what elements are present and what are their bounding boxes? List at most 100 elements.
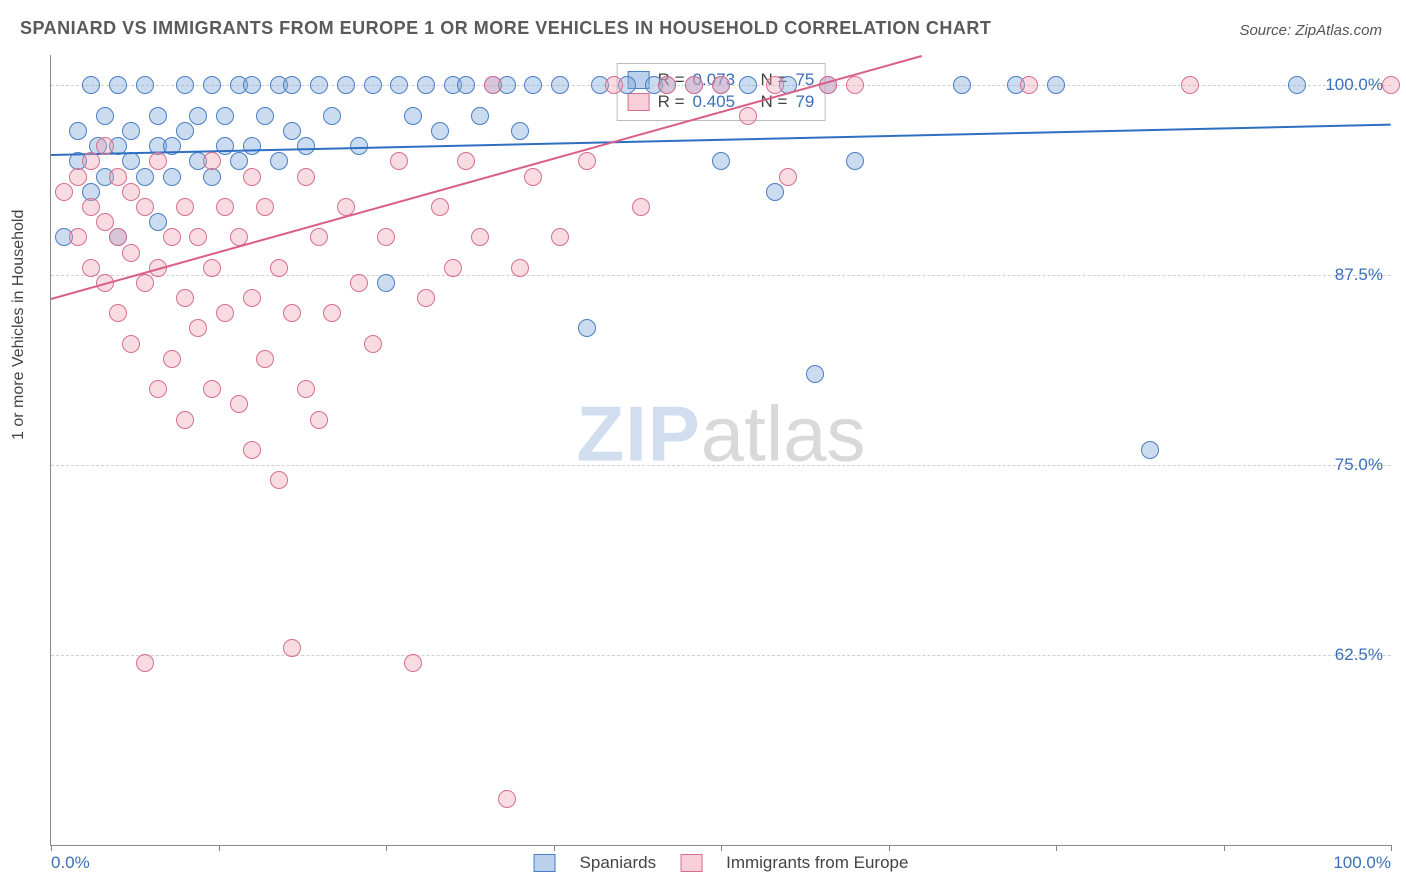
- data-point-immigrants_europe: [216, 304, 234, 322]
- data-point-immigrants_europe: [69, 168, 87, 186]
- data-point-spaniards: [82, 76, 100, 94]
- data-point-immigrants_europe: [122, 183, 140, 201]
- data-point-spaniards: [431, 122, 449, 140]
- data-point-immigrants_europe: [404, 654, 422, 672]
- data-point-immigrants_europe: [350, 274, 368, 292]
- data-point-immigrants_europe: [712, 76, 730, 94]
- legend-label-immigrants: Immigrants from Europe: [726, 853, 908, 873]
- data-point-spaniards: [136, 76, 154, 94]
- data-point-immigrants_europe: [632, 198, 650, 216]
- data-point-spaniards: [323, 107, 341, 125]
- data-point-spaniards: [953, 76, 971, 94]
- source-label: Source: ZipAtlas.com: [1239, 22, 1382, 39]
- x-tick: [1391, 845, 1392, 851]
- data-point-immigrants_europe: [136, 198, 154, 216]
- y-tick-label: 87.5%: [1335, 265, 1383, 285]
- data-point-immigrants_europe: [203, 152, 221, 170]
- data-point-immigrants_europe: [578, 152, 596, 170]
- data-point-spaniards: [109, 76, 127, 94]
- data-point-spaniards: [216, 137, 234, 155]
- data-point-immigrants_europe: [163, 350, 181, 368]
- data-point-spaniards: [551, 76, 569, 94]
- data-point-immigrants_europe: [417, 289, 435, 307]
- x-tick-label: 0.0%: [51, 853, 90, 873]
- r-label: R =: [658, 92, 685, 112]
- data-point-spaniards: [578, 319, 596, 337]
- data-point-spaniards: [310, 76, 328, 94]
- data-point-immigrants_europe: [163, 228, 181, 246]
- data-point-spaniards: [283, 122, 301, 140]
- data-point-immigrants_europe: [243, 289, 261, 307]
- data-point-immigrants_europe: [364, 335, 382, 353]
- data-point-spaniards: [1141, 441, 1159, 459]
- data-point-spaniards: [712, 152, 730, 170]
- gridline: [51, 275, 1391, 276]
- data-point-immigrants_europe: [297, 380, 315, 398]
- data-point-spaniards: [203, 76, 221, 94]
- data-point-spaniards: [739, 76, 757, 94]
- data-point-immigrants_europe: [82, 198, 100, 216]
- data-point-spaniards: [377, 274, 395, 292]
- x-tick: [554, 845, 555, 851]
- data-point-immigrants_europe: [377, 228, 395, 246]
- data-point-spaniards: [136, 168, 154, 186]
- data-point-immigrants_europe: [1020, 76, 1038, 94]
- x-tick: [1224, 845, 1225, 851]
- data-point-immigrants_europe: [189, 228, 207, 246]
- legend-swatch-spaniards: [534, 854, 556, 872]
- data-point-immigrants_europe: [243, 168, 261, 186]
- data-point-immigrants_europe: [96, 213, 114, 231]
- data-point-spaniards: [243, 76, 261, 94]
- data-point-immigrants_europe: [605, 76, 623, 94]
- data-point-spaniards: [69, 122, 87, 140]
- data-point-immigrants_europe: [230, 395, 248, 413]
- data-point-spaniards: [243, 137, 261, 155]
- data-point-immigrants_europe: [457, 152, 475, 170]
- data-point-spaniards: [122, 122, 140, 140]
- data-point-immigrants_europe: [69, 228, 87, 246]
- gridline: [51, 465, 1391, 466]
- data-point-spaniards: [230, 152, 248, 170]
- data-point-immigrants_europe: [176, 289, 194, 307]
- n-value-immigrants: 79: [795, 92, 814, 112]
- data-point-spaniards: [404, 107, 422, 125]
- data-point-immigrants_europe: [203, 380, 221, 398]
- data-point-immigrants_europe: [216, 198, 234, 216]
- data-point-spaniards: [149, 213, 167, 231]
- data-point-immigrants_europe: [297, 168, 315, 186]
- data-point-spaniards: [283, 76, 301, 94]
- data-point-spaniards: [457, 76, 475, 94]
- data-point-spaniards: [1288, 76, 1306, 94]
- y-axis-label: 1 or more Vehicles in Household: [10, 210, 28, 440]
- scatter-plot: ZIPatlas R = 0.073 N = 75 R = 0.405 N = …: [50, 55, 1391, 846]
- data-point-immigrants_europe: [109, 228, 127, 246]
- data-point-spaniards: [337, 76, 355, 94]
- x-tick: [386, 845, 387, 851]
- data-point-immigrants_europe: [109, 304, 127, 322]
- data-point-spaniards: [122, 152, 140, 170]
- data-point-immigrants_europe: [524, 168, 542, 186]
- x-tick: [51, 845, 52, 851]
- x-tick: [889, 845, 890, 851]
- data-point-immigrants_europe: [149, 380, 167, 398]
- data-point-immigrants_europe: [203, 259, 221, 277]
- data-point-immigrants_europe: [189, 319, 207, 337]
- x-tick-label: 100.0%: [1333, 853, 1391, 873]
- data-point-spaniards: [364, 76, 382, 94]
- y-tick-label: 100.0%: [1325, 75, 1383, 95]
- data-point-immigrants_europe: [390, 152, 408, 170]
- data-point-spaniards: [417, 76, 435, 94]
- legend-swatch-immigrants: [680, 854, 702, 872]
- data-point-immigrants_europe: [176, 411, 194, 429]
- data-point-spaniards: [297, 137, 315, 155]
- data-point-spaniards: [96, 107, 114, 125]
- stats-row-immigrants: R = 0.405 N = 79: [628, 92, 815, 112]
- data-point-immigrants_europe: [484, 76, 502, 94]
- data-point-immigrants_europe: [55, 183, 73, 201]
- data-point-immigrants_europe: [846, 76, 864, 94]
- data-point-immigrants_europe: [136, 654, 154, 672]
- data-point-immigrants_europe: [1382, 76, 1400, 94]
- data-point-spaniards: [511, 122, 529, 140]
- data-point-immigrants_europe: [136, 274, 154, 292]
- swatch-immigrants: [628, 93, 650, 111]
